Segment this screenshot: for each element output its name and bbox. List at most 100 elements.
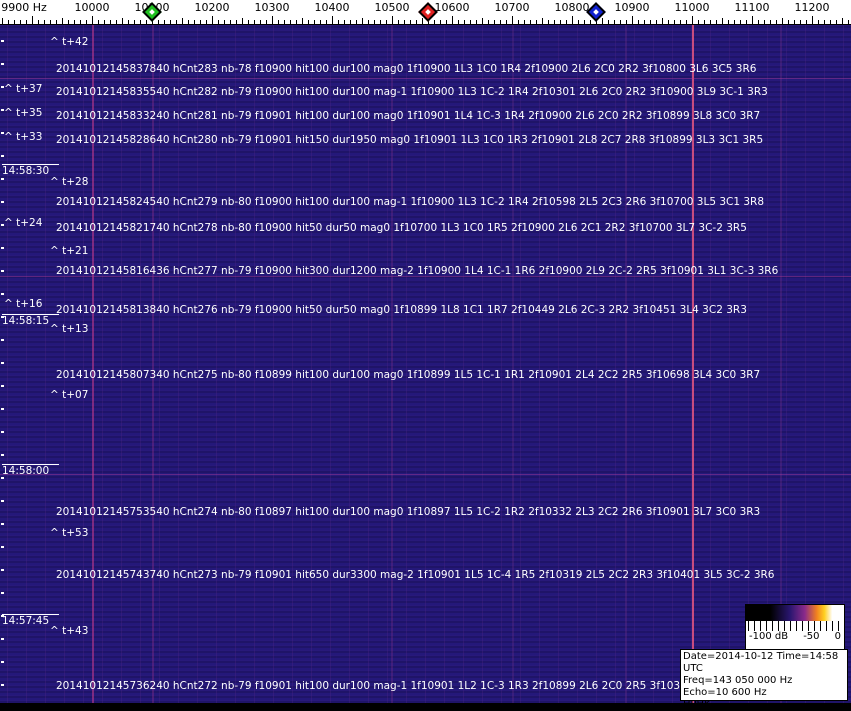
axis-tick	[380, 20, 381, 24]
axis-tick	[476, 20, 477, 24]
axis-tick	[542, 18, 543, 24]
axis-tick	[590, 20, 591, 24]
time-tick	[1, 109, 4, 111]
axis-tick	[74, 20, 75, 24]
axis-tick	[566, 20, 567, 24]
timestamp-label: 14:58:00	[2, 464, 60, 477]
timestamp-label: 14:57:45	[2, 614, 60, 627]
interference-line	[0, 276, 851, 277]
axis-tick	[482, 18, 483, 24]
axis-tick	[686, 20, 687, 24]
detection-log-row: 20141012145824540 hCnt279 nb-80 f10900 h…	[56, 196, 765, 208]
axis-tick	[422, 18, 423, 24]
detection-log-row: 20141012145835540 hCnt282 nb-79 f10900 h…	[56, 86, 768, 98]
axis-tick	[290, 20, 291, 24]
axis-tick	[728, 20, 729, 24]
time-tick	[1, 224, 4, 226]
time-offset-label: ^ t+33	[4, 131, 43, 143]
axis-tick	[764, 20, 765, 24]
axis-tick	[212, 16, 213, 24]
signal-trace	[391, 25, 393, 703]
axis-tick	[8, 20, 9, 24]
axis-tick	[746, 20, 747, 24]
time-tick	[1, 661, 4, 663]
signal-trace	[780, 25, 782, 703]
axis-tick	[662, 18, 663, 24]
frequency-axis[interactable]: 9900 Hz100001010010200103001040010500106…	[0, 0, 851, 25]
scale-label: -100 dB	[749, 631, 789, 642]
axis-tick	[278, 20, 279, 24]
time-tick	[1, 684, 4, 686]
axis-tick	[92, 16, 93, 24]
axis-tick	[674, 20, 675, 24]
scale-label: 0	[834, 631, 841, 642]
detection-log-row: 20141012145837840 hCnt283 nb-78 f10900 h…	[56, 63, 757, 75]
time-tick	[1, 247, 4, 249]
time-tick	[1, 86, 4, 88]
detection-log-row: 20141012145743740 hCnt273 nb-79 f10901 h…	[56, 569, 775, 581]
axis-tick	[584, 20, 585, 24]
axis-tick	[140, 20, 141, 24]
axis-tick	[494, 20, 495, 24]
axis-tick	[650, 20, 651, 24]
axis-tick	[182, 18, 183, 24]
axis-tick	[272, 16, 273, 24]
axis-tick	[296, 20, 297, 24]
axis-tick	[428, 20, 429, 24]
axis-tick	[2, 18, 3, 24]
axis-tick	[176, 20, 177, 24]
scale-ticks	[748, 621, 842, 631]
time-offset-label: ^ t+53	[50, 527, 89, 539]
time-tick	[1, 293, 4, 295]
axis-label: 11200	[794, 1, 830, 14]
axis-tick	[782, 18, 783, 24]
time-offset-label: ^ t+28	[50, 176, 89, 188]
axis-tick	[524, 20, 525, 24]
axis-tick	[38, 20, 39, 24]
axis-tick	[260, 20, 261, 24]
axis-tick	[224, 20, 225, 24]
axis-tick	[314, 20, 315, 24]
color-scale-legend: -100 dB -50 0	[745, 604, 845, 650]
detection-log-row: 20141012145821740 hCnt278 nb-80 f10900 h…	[56, 222, 747, 234]
axis-tick	[608, 20, 609, 24]
axis-tick	[734, 20, 735, 24]
time-tick	[1, 40, 4, 42]
axis-tick	[692, 16, 693, 24]
axis-tick	[254, 20, 255, 24]
waterfall-display[interactable]: ^ t+42 ^ t+37 ^ t+35 ^ t+33 ^ t+28 ^ t+24 ^ t+…	[0, 25, 851, 703]
axis-tick	[236, 20, 237, 24]
axis-label: 10500	[374, 1, 410, 14]
axis-tick	[368, 20, 369, 24]
axis-tick	[332, 16, 333, 24]
axis-tick	[404, 20, 405, 24]
axis-tick	[794, 20, 795, 24]
axis-tick	[620, 20, 621, 24]
signal-trace	[512, 25, 514, 703]
axis-tick	[644, 20, 645, 24]
axis-label: 10000	[74, 1, 110, 14]
time-tick	[1, 615, 4, 617]
axis-tick	[506, 20, 507, 24]
axis-label: 10800	[554, 1, 590, 14]
time-tick	[1, 500, 4, 502]
time-tick	[1, 592, 4, 594]
axis-tick	[362, 18, 363, 24]
time-tick	[1, 385, 4, 387]
axis-tick	[602, 18, 603, 24]
axis-tick	[374, 20, 375, 24]
axis-tick	[788, 20, 789, 24]
axis-tick	[446, 20, 447, 24]
axis-tick	[80, 20, 81, 24]
axis-tick	[800, 20, 801, 24]
axis-label: 11000	[674, 1, 710, 14]
axis-label: 11100	[734, 1, 770, 14]
date-time: Date=2014-10-12 Time=14:58 UTC	[683, 651, 839, 674]
axis-tick	[26, 20, 27, 24]
axis-tick	[104, 20, 105, 24]
interference-line	[0, 78, 851, 79]
axis-label: 10700	[494, 1, 530, 14]
time-offset-label: ^ t+42	[50, 36, 89, 48]
scale-label: -50	[803, 631, 820, 642]
